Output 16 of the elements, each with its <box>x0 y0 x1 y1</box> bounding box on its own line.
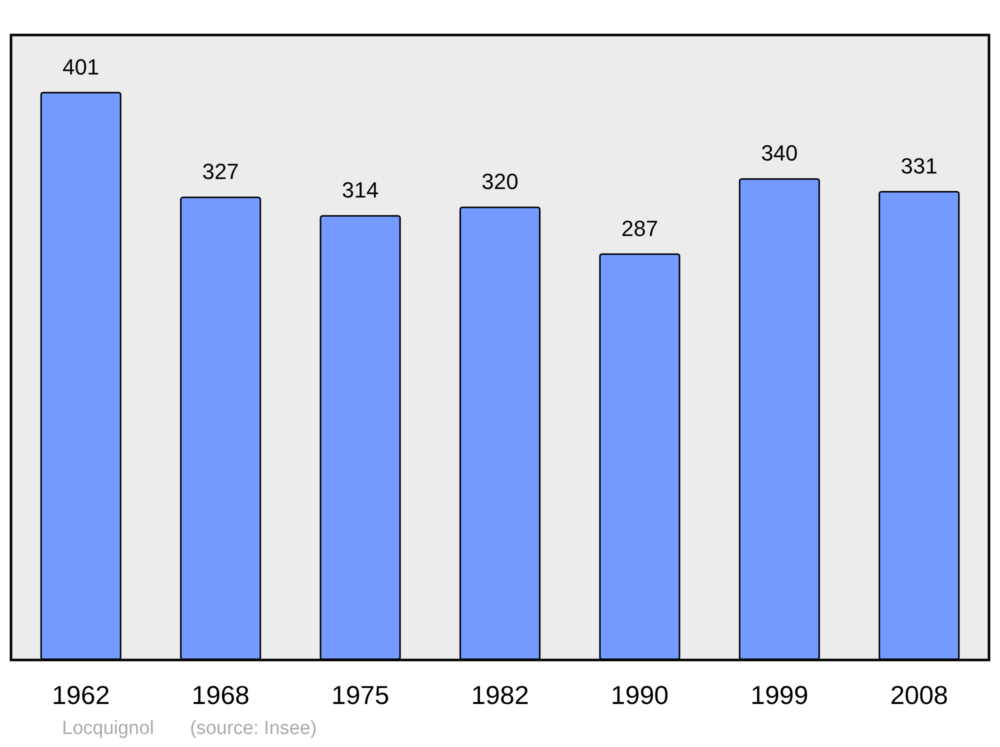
x-tick-label: 1975 <box>331 680 390 710</box>
x-tick-label: 1962 <box>52 680 110 710</box>
x-tick-label: 1990 <box>610 680 669 710</box>
text: Locquignol <box>62 718 154 739</box>
x-tick-label: 1982 <box>471 680 529 710</box>
text: (source: Insee) <box>190 718 317 739</box>
data-label: 287 <box>621 216 658 241</box>
x-tick-label: 2008 <box>890 680 948 710</box>
data-label: 327 <box>202 159 239 184</box>
data-label: 340 <box>761 140 798 166</box>
x-tick-label: 1968 <box>192 680 250 710</box>
data-label: 314 <box>342 178 379 203</box>
data-label: 401 <box>62 54 100 80</box>
data-label: 320 <box>482 169 518 194</box>
data-label: 331 <box>900 154 938 178</box>
x-tick-label: 1999 <box>750 680 808 710</box>
